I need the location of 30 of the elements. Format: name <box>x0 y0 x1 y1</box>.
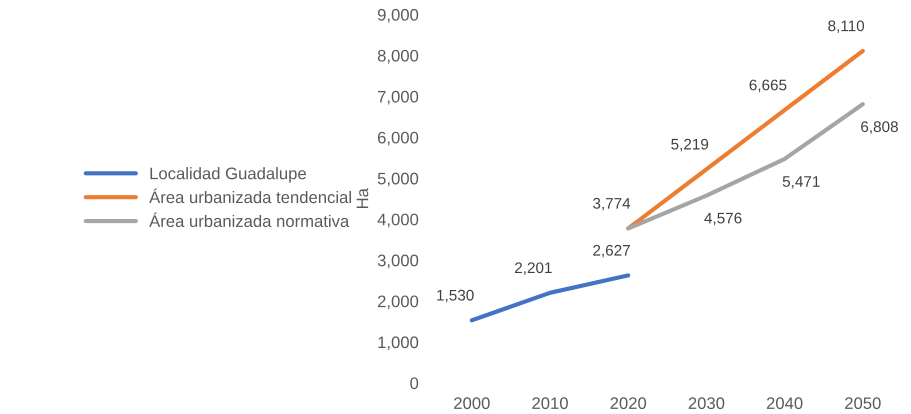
y-tick-label: 0 <box>410 377 418 390</box>
data-label: 6,808 <box>861 121 898 134</box>
y-tick-label: 7,000 <box>378 90 418 105</box>
y-axis-title: Ha <box>356 188 368 208</box>
data-label: 3,774 <box>593 198 630 211</box>
data-label: 6,665 <box>750 80 786 92</box>
x-tick-label: 2010 <box>532 397 568 410</box>
data-label: 5,219 <box>671 138 708 152</box>
x-tick-label: 2020 <box>610 397 646 410</box>
y-tick-label: 5,000 <box>378 172 418 186</box>
x-tick-label: 2000 <box>454 397 490 410</box>
y-tick-label: 2,000 <box>378 295 418 310</box>
y-tick-label: 3,000 <box>378 254 418 268</box>
y-tick-label: 6,000 <box>378 132 418 146</box>
y-tick-label: 9,000 <box>378 8 418 23</box>
legend-label: Localidad Guadalupe <box>150 167 306 183</box>
data-label: 5,471 <box>782 176 820 189</box>
x-tick-label: 2040 <box>766 397 802 410</box>
data-label: 4,576 <box>704 212 742 226</box>
legend-label: Área urbanizada normativa <box>149 212 350 228</box>
y-tick-label: 8,000 <box>378 50 418 64</box>
y-tick-label: 1,000 <box>378 336 418 350</box>
data-label: 2,201 <box>515 262 552 275</box>
x-tick-label: 2030 <box>688 397 724 410</box>
data-label: 8,110 <box>828 20 864 34</box>
data-label: 2,627 <box>593 244 630 258</box>
y-tick-label: 4,000 <box>378 214 418 228</box>
legend-label: Área urbanizada tendencial <box>149 188 351 204</box>
data-label: 1,530 <box>437 290 474 302</box>
x-tick-label: 2050 <box>845 397 881 410</box>
